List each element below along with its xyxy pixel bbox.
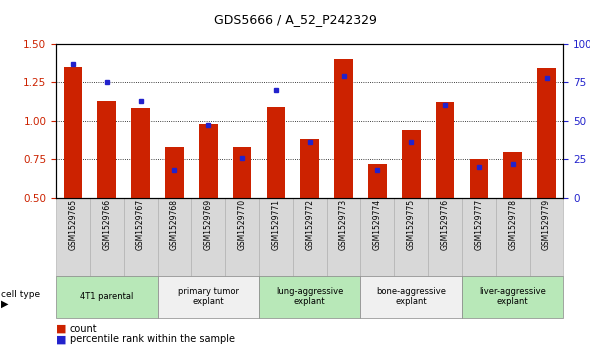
Text: percentile rank within the sample: percentile rank within the sample xyxy=(70,334,235,344)
Bar xyxy=(64,67,82,198)
Text: primary tumor
explant: primary tumor explant xyxy=(178,287,239,306)
Bar xyxy=(537,68,556,198)
Bar xyxy=(470,159,488,198)
Bar xyxy=(165,147,183,198)
Text: lung-aggressive
explant: lung-aggressive explant xyxy=(276,287,343,306)
Text: ▶: ▶ xyxy=(1,298,9,308)
Bar xyxy=(503,152,522,198)
Text: ■: ■ xyxy=(56,323,67,334)
Text: 4T1 parental: 4T1 parental xyxy=(80,292,133,301)
Bar xyxy=(335,59,353,198)
Bar xyxy=(300,139,319,198)
Text: cell type: cell type xyxy=(1,290,40,299)
Bar xyxy=(132,108,150,198)
Text: GDS5666 / A_52_P242329: GDS5666 / A_52_P242329 xyxy=(214,13,376,26)
Text: bone-aggressive
explant: bone-aggressive explant xyxy=(376,287,446,306)
Bar xyxy=(368,164,386,198)
Text: count: count xyxy=(70,323,97,334)
Bar xyxy=(267,107,285,198)
Bar xyxy=(199,124,218,198)
Bar xyxy=(233,147,251,198)
Bar xyxy=(436,102,454,198)
Text: ■: ■ xyxy=(56,334,67,344)
Bar xyxy=(97,101,116,198)
Bar xyxy=(402,130,421,198)
Text: liver-aggressive
explant: liver-aggressive explant xyxy=(479,287,546,306)
